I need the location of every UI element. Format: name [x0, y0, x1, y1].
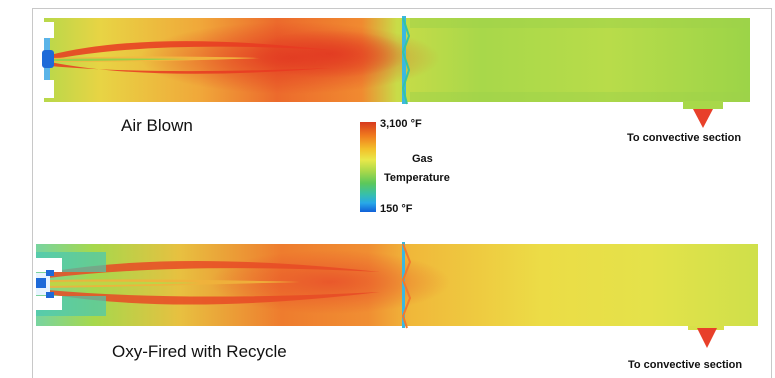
figure-border [32, 8, 772, 378]
outlet-label-air-blown: To convective section [627, 132, 742, 144]
air-blown-furnace [42, 16, 750, 128]
case-label-oxy-fired: Oxy-Fired with Recycle [112, 342, 287, 361]
oxy-fired-furnace [36, 242, 758, 348]
legend-title-line1: Gas [412, 153, 433, 165]
legend-min-label: 150 °F [380, 203, 413, 215]
case-label-air-blown: Air Blown [121, 116, 193, 135]
legend-title-line2: Temperature [384, 172, 450, 184]
outlet-label-oxy-fired: To convective section [628, 359, 743, 371]
legend-max-label: 3,100 °F [380, 118, 422, 130]
legend-color-bar [360, 122, 376, 212]
